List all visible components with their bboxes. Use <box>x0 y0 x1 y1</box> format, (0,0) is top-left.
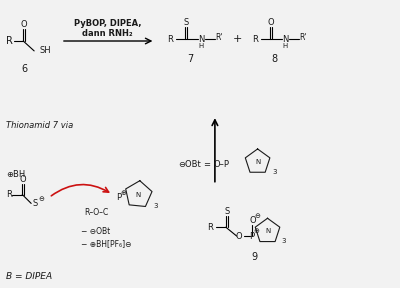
Text: N: N <box>265 228 270 234</box>
Text: 9: 9 <box>252 252 258 262</box>
Text: S: S <box>184 18 189 27</box>
Text: 8: 8 <box>272 54 278 64</box>
Text: O: O <box>21 20 28 29</box>
Text: N: N <box>136 192 141 198</box>
Text: dann RNH₂: dann RNH₂ <box>82 29 133 37</box>
Text: 3: 3 <box>272 169 277 175</box>
Text: − ⊖OBt: − ⊖OBt <box>81 227 110 236</box>
Text: +: + <box>233 34 242 44</box>
Text: ⊖: ⊖ <box>38 196 44 202</box>
Text: SH: SH <box>39 46 51 55</box>
FancyArrowPatch shape <box>51 185 109 196</box>
Text: R: R <box>167 35 173 43</box>
Text: =: = <box>204 160 210 169</box>
Text: P: P <box>249 232 254 240</box>
Text: S: S <box>224 207 230 216</box>
Text: Thionamid 7 via: Thionamid 7 via <box>6 121 74 130</box>
Text: R: R <box>6 190 12 199</box>
Text: O: O <box>249 216 256 225</box>
Text: PyBOP, DIPEA,: PyBOP, DIPEA, <box>74 19 141 28</box>
Text: R': R' <box>215 33 223 41</box>
Text: P: P <box>116 193 121 202</box>
Text: − ⊕BH[PF₆]⊖: − ⊕BH[PF₆]⊖ <box>81 240 131 249</box>
Text: B = DIPEA: B = DIPEA <box>6 272 52 281</box>
Text: O: O <box>236 232 242 240</box>
Text: ⊕: ⊕ <box>254 228 260 234</box>
Text: 3: 3 <box>153 203 158 209</box>
Text: R–O–C: R–O–C <box>84 208 109 217</box>
Text: 3: 3 <box>281 238 286 244</box>
Text: R: R <box>6 36 13 46</box>
Text: O–P: O–P <box>214 160 230 169</box>
Text: ⊖OBt: ⊖OBt <box>178 160 201 169</box>
Text: H: H <box>283 43 288 49</box>
Text: ⊕BH: ⊕BH <box>6 170 26 179</box>
Text: O: O <box>267 18 274 27</box>
Text: S: S <box>32 199 38 208</box>
Text: O: O <box>20 175 26 184</box>
Text: N: N <box>255 159 260 165</box>
Text: H: H <box>198 43 204 49</box>
Text: 7: 7 <box>187 54 193 64</box>
Text: R': R' <box>300 33 307 41</box>
Text: ⊕: ⊕ <box>120 190 126 196</box>
Text: N: N <box>282 35 288 43</box>
Text: R: R <box>252 35 258 43</box>
Text: ⊖: ⊖ <box>255 213 260 219</box>
Text: R: R <box>207 223 213 232</box>
Text: 6: 6 <box>21 64 27 74</box>
Text: N: N <box>198 35 204 43</box>
